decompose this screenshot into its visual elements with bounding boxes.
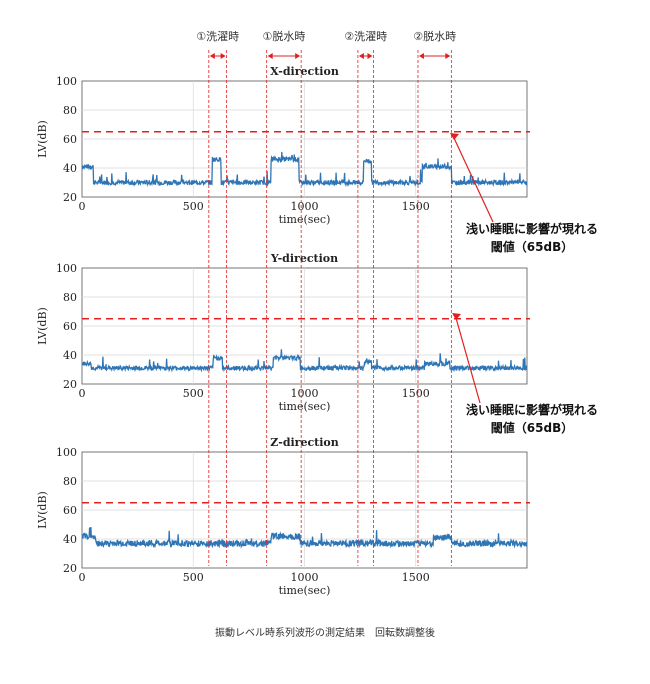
annotation-arrowhead (450, 133, 459, 140)
x-axis-label: time(sec) (279, 400, 331, 413)
arrowhead-left (267, 53, 273, 59)
y-axis-label: LV(dB) (36, 307, 49, 345)
chart-title: Z-direction (270, 436, 339, 449)
series-line-lv (82, 526, 527, 549)
chart-title: Y-direction (270, 252, 338, 265)
y-tick-label: 80 (63, 291, 77, 304)
y-tick-label: 100 (56, 262, 77, 275)
figure-caption: 振動レベル時系列波形の測定結果 回転数調整後 (215, 626, 435, 639)
x-tick-label: 500 (183, 200, 204, 213)
x-tick-label: 1000 (291, 200, 319, 213)
annotation-line2: 閾値（65dB） (491, 420, 573, 435)
y-tick-label: 20 (63, 562, 77, 575)
annotation-line2: 閾値（65dB） (491, 239, 573, 254)
x-tick-label: 1500 (402, 571, 430, 584)
phase-marker: ②脱水時 (413, 29, 456, 59)
y-tick-label: 60 (63, 320, 77, 333)
arrowhead-left (209, 53, 215, 59)
annotation-arrowhead (452, 313, 461, 320)
x-tick-label: 500 (183, 571, 204, 584)
y-tick-label: 40 (63, 533, 77, 546)
arrowhead-left (358, 53, 364, 59)
x-tick-label: 1000 (291, 571, 319, 584)
y-tick-label: 100 (56, 446, 77, 459)
x-tick-label: 0 (79, 571, 86, 584)
phase-marker: ②洗濯時 (344, 30, 387, 59)
annotation-arrow (455, 317, 481, 404)
x-tick-label: 0 (79, 200, 86, 213)
x-tick-label: 1000 (291, 387, 319, 400)
annotation-line1: 浅い睡眠に影響が現れる (466, 402, 598, 417)
phase-marker: ①洗濯時 (196, 30, 239, 59)
chart-title: X-direction (270, 65, 339, 78)
arrowhead-right (220, 53, 226, 59)
x-tick-label: 0 (79, 387, 86, 400)
phase-label: ①脱水時 (262, 29, 305, 43)
y-tick-label: 80 (63, 475, 77, 488)
series-line-lv (82, 151, 527, 188)
y-axis-label: LV(dB) (36, 120, 49, 158)
x-axis-label: time(sec) (279, 213, 331, 226)
arrowhead-left (418, 53, 424, 59)
y-tick-label: 60 (63, 504, 77, 517)
y-tick-label: 40 (63, 349, 77, 362)
phase-markers: ①洗濯時 ①脱水時 ②洗濯時 ②脱水時 (196, 29, 456, 59)
y-tick-label: 20 (63, 378, 77, 391)
annotation-line1: 浅い睡眠に影響が現れる (466, 221, 598, 236)
x-tick-label: 1500 (402, 200, 430, 213)
phase-marker: ①脱水時 (262, 29, 305, 59)
phase-label: ②洗濯時 (344, 30, 387, 43)
arrowhead-right (445, 53, 451, 59)
series-line-lv (82, 349, 527, 373)
arrowhead-right (367, 53, 373, 59)
phase-lines-overlay (208, 50, 452, 566)
y-tick-label: 100 (56, 75, 77, 88)
phase-label: ②脱水時 (413, 29, 456, 43)
annotation-arrow (453, 137, 494, 223)
x-tick-label: 1500 (402, 387, 430, 400)
x-axis-label: time(sec) (279, 584, 331, 597)
x-tick-label: 500 (183, 387, 204, 400)
y-tick-label: 20 (63, 191, 77, 204)
phase-label: ①洗濯時 (196, 30, 239, 43)
arrowhead-right (295, 53, 301, 59)
y-axis-label: LV(dB) (36, 491, 49, 529)
y-tick-label: 80 (63, 104, 77, 117)
y-tick-label: 60 (63, 133, 77, 146)
y-tick-label: 40 (63, 162, 77, 175)
